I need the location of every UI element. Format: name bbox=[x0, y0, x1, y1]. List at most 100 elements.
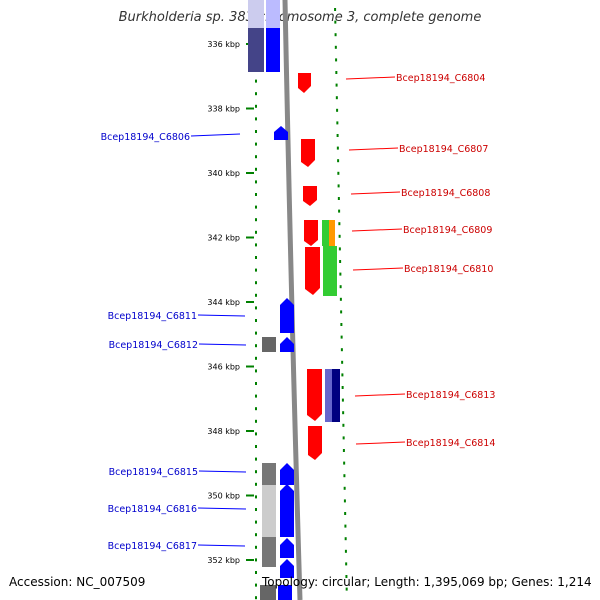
gene-label-forward[interactable]: Bcep18194_C6808 bbox=[401, 188, 490, 199]
cog-block bbox=[332, 369, 340, 422]
gene-leader-line bbox=[198, 470, 247, 473]
track-dot bbox=[255, 369, 257, 373]
gene-label-reverse[interactable]: Bcep18194_C6817 bbox=[108, 541, 197, 552]
track-dot bbox=[335, 58, 338, 62]
track-dot bbox=[335, 96, 338, 100]
track-dot bbox=[255, 142, 257, 146]
track-dot bbox=[344, 537, 347, 541]
track-dot bbox=[255, 230, 257, 234]
cog-block bbox=[248, 0, 264, 28]
gene-arrow-reverse[interactable] bbox=[280, 538, 294, 558]
track-dot bbox=[255, 117, 257, 121]
gene-leader-line bbox=[190, 133, 241, 137]
track-dot bbox=[336, 108, 339, 112]
track-dot bbox=[255, 306, 257, 310]
gene-leader-line bbox=[350, 191, 401, 195]
gene-arrow-reverse[interactable] bbox=[280, 484, 294, 537]
gene-arrow-reverse[interactable] bbox=[280, 463, 294, 485]
gene-arrow-forward[interactable] bbox=[305, 247, 320, 295]
gene-label-reverse[interactable]: Bcep18194_C6815 bbox=[109, 467, 198, 478]
cog-block bbox=[248, 28, 264, 72]
track-dot bbox=[255, 331, 257, 335]
cog-block bbox=[325, 369, 332, 422]
cog-block bbox=[262, 485, 276, 537]
track-dot bbox=[337, 159, 340, 163]
gene-arrow-reverse[interactable] bbox=[280, 298, 294, 333]
gene-label-reverse[interactable]: Bcep18194_C6812 bbox=[109, 340, 198, 351]
tick-label: 342 kbp bbox=[207, 234, 240, 243]
track-dot bbox=[343, 461, 346, 465]
gene-label-forward[interactable]: Bcep18194_C6813 bbox=[406, 390, 495, 401]
track-dot bbox=[341, 386, 344, 389]
tick-label: 352 kbp bbox=[207, 556, 240, 565]
track-dot bbox=[255, 155, 257, 159]
gene-arrow-forward[interactable] bbox=[298, 73, 311, 93]
track-dot bbox=[255, 130, 257, 133]
track-dot bbox=[255, 344, 257, 348]
track-dot bbox=[255, 193, 257, 196]
gene-label-reverse[interactable]: Bcep18194_C6806 bbox=[101, 132, 190, 143]
forward-strand-genes bbox=[298, 73, 322, 460]
track-dot bbox=[255, 180, 257, 184]
track-dot bbox=[338, 247, 341, 251]
gene-arrow-forward[interactable] bbox=[308, 426, 322, 460]
track-dot bbox=[255, 293, 257, 297]
track-dot bbox=[344, 524, 347, 528]
track-dot bbox=[342, 423, 345, 427]
track-dot bbox=[344, 549, 347, 553]
gene-arrow-reverse[interactable] bbox=[274, 126, 288, 140]
gene-label-reverse[interactable]: Bcep18194_C6811 bbox=[108, 311, 197, 322]
track-dot bbox=[255, 205, 257, 209]
track-dot bbox=[339, 260, 342, 263]
coordinate-ticks: 336 kbp 338 kbp 340 kbp 342 kbp 344 kbp 346 k… bbox=[207, 40, 254, 565]
cog-block bbox=[266, 0, 280, 28]
gene-arrow-reverse[interactable] bbox=[280, 337, 294, 352]
track-dot bbox=[345, 575, 348, 578]
track-dot bbox=[345, 587, 348, 591]
track-dot bbox=[255, 79, 257, 83]
cog-block bbox=[278, 585, 292, 600]
track-dot bbox=[342, 436, 345, 440]
track-dot bbox=[344, 512, 347, 515]
track-dot bbox=[341, 398, 344, 402]
track-dot bbox=[255, 319, 257, 322]
track-dot bbox=[255, 533, 257, 537]
track-dot bbox=[255, 394, 257, 398]
cog-category-track bbox=[248, 0, 340, 600]
cog-block bbox=[260, 585, 276, 600]
track-dot bbox=[255, 407, 257, 411]
reverse-strand-genes bbox=[274, 126, 294, 578]
gene-leader-line bbox=[354, 393, 406, 397]
tick-label: 344 kbp bbox=[207, 298, 240, 307]
gene-label-forward[interactable]: Bcep18194_C6810 bbox=[404, 264, 493, 275]
gene-arrow-reverse[interactable] bbox=[280, 559, 294, 578]
gene-label-forward[interactable]: Bcep18194_C6814 bbox=[406, 438, 495, 449]
gene-label-forward[interactable]: Bcep18194_C6807 bbox=[399, 144, 488, 155]
track-dot bbox=[339, 285, 342, 289]
gene-leader-line bbox=[198, 343, 247, 346]
track-dot bbox=[342, 449, 345, 452]
track-dot bbox=[255, 167, 257, 171]
track-dot bbox=[255, 495, 257, 499]
forward-gene-labels: Bcep18194_C6804 Bcep18194_C6807 Bcep18194_… bbox=[345, 73, 495, 449]
track-dot bbox=[336, 121, 339, 125]
gene-arrow-forward[interactable] bbox=[307, 369, 322, 421]
map-title: Burkholderia sp. 383 chromosome 3, compl… bbox=[118, 10, 482, 25]
genome-summary-text: Topology: circular; Length: 1,395,069 bp… bbox=[262, 575, 592, 589]
gene-label-reverse[interactable]: Bcep18194_C6816 bbox=[108, 504, 197, 515]
cog-block bbox=[262, 463, 276, 485]
track-dot bbox=[340, 323, 343, 326]
track-dot bbox=[255, 268, 257, 272]
gene-arrow-forward[interactable] bbox=[304, 220, 318, 246]
gene-arrow-forward[interactable] bbox=[303, 186, 317, 206]
gene-label-forward[interactable]: Bcep18194_C6809 bbox=[403, 225, 492, 236]
track-dot bbox=[340, 335, 343, 339]
gene-label-forward[interactable]: Bcep18194_C6804 bbox=[396, 73, 485, 84]
tick-track bbox=[255, 4, 348, 600]
reverse-gene-labels: Bcep18194_C6806 Bcep18194_C6811 Bcep18194_… bbox=[101, 132, 247, 552]
track-dot bbox=[343, 474, 346, 478]
track-dot bbox=[339, 297, 342, 301]
track-dot bbox=[255, 508, 257, 511]
track-dot bbox=[255, 520, 257, 524]
gene-arrow-forward[interactable] bbox=[301, 139, 315, 167]
